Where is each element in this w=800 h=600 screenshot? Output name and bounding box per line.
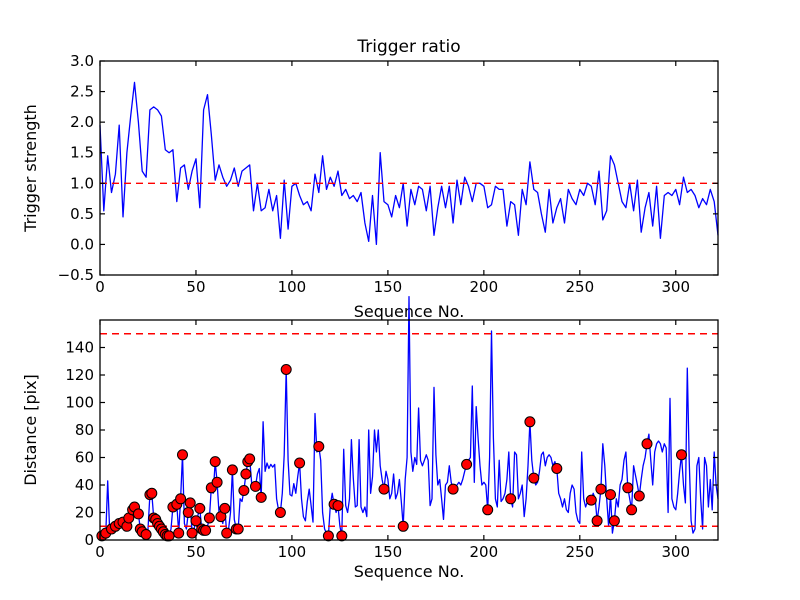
y-tick-label: 1.5 xyxy=(70,144,94,162)
distance-scatter-point xyxy=(626,504,638,516)
distance-scatter-point xyxy=(238,485,250,496)
trigger-strength-line xyxy=(99,81,719,246)
y-tick-label: 60 xyxy=(75,449,94,467)
distance-scatter-point xyxy=(182,507,194,518)
y-tick-label: 20 xyxy=(75,504,94,522)
distance-scatter-point xyxy=(244,453,256,465)
x-tick-label: 250 xyxy=(565,543,594,561)
x-tick-label: 0 xyxy=(95,543,105,561)
distance-scatter-point xyxy=(322,530,334,542)
y-tick-label: 3.0 xyxy=(70,52,94,70)
distance-scatter-point xyxy=(528,472,540,484)
y-tick-label: 140 xyxy=(65,339,94,357)
x-tick-label: 50 xyxy=(186,278,205,296)
plot-title: Trigger ratio xyxy=(356,37,460,57)
distance-scatter-point xyxy=(294,457,306,469)
x-tick-label: 200 xyxy=(470,278,499,296)
x-tick-label: 0 xyxy=(95,278,105,296)
distance-scatter-point xyxy=(250,480,261,492)
distance-scatter-point xyxy=(186,527,198,539)
distance-scatter-point xyxy=(595,483,607,495)
distance-scatter-point xyxy=(184,497,196,509)
distance-scatter-point xyxy=(203,512,215,524)
distance-scatter-point xyxy=(482,504,494,516)
distance-scatter-point xyxy=(219,502,231,514)
distance-scatter-point xyxy=(676,449,687,461)
distance-scatter-point xyxy=(255,491,267,503)
distance-scatter-point xyxy=(140,529,152,540)
distance-scatter-point xyxy=(641,438,653,450)
x-tick-label: 200 xyxy=(470,543,499,561)
y-tick-label: 1.0 xyxy=(70,174,94,192)
distance-scatter-point xyxy=(332,500,344,512)
distance-scatter-point xyxy=(211,476,223,488)
x-tick-label: 50 xyxy=(186,543,205,561)
distance-scatter-point xyxy=(190,515,202,527)
distance-scatter-point xyxy=(132,508,144,520)
distance-scatter-point xyxy=(524,416,536,428)
distance-scatter-point xyxy=(313,441,325,452)
distance-scatter-point xyxy=(209,456,221,468)
y-tick-label: 2.5 xyxy=(70,83,94,101)
distance-scatter-point xyxy=(505,493,517,505)
distance-axes: 0 50 100 150 200 250 300 0 20 40 60 80 100 120 140 xyxy=(65,295,719,561)
y-tick-label: 100 xyxy=(65,394,94,412)
bottom-xaxis-label: Sequence No. xyxy=(354,562,465,581)
distance-scatter-point xyxy=(397,520,409,532)
distance-scatter-point xyxy=(274,507,286,518)
axes-frame xyxy=(99,60,719,276)
distance-scatter-point xyxy=(173,527,185,539)
distance-scatter-point xyxy=(591,515,603,527)
distance-scatter-point xyxy=(608,515,620,527)
distance-scatter-point xyxy=(175,493,187,505)
distance-scatter-point xyxy=(447,483,459,495)
y-tick-label: −0.5 xyxy=(58,266,94,284)
distance-scatter-point xyxy=(633,490,645,502)
trigger-strength-axes: 0 50 100 150 200 250 300 −0.5 0.0 0.5 1.0 1.5 2.0 2.5… xyxy=(58,52,719,296)
distance-scatter-point xyxy=(240,468,252,480)
distance-scatter-point xyxy=(221,527,233,539)
x-tick-label: 300 xyxy=(661,278,690,296)
y-tick-label: 80 xyxy=(75,421,94,439)
distance-scatter-point xyxy=(146,487,158,499)
distance-scatter-point xyxy=(226,464,238,476)
distance-scatter-point xyxy=(551,463,563,474)
distance-scatter-point xyxy=(194,502,206,514)
distance-scatter-point xyxy=(232,523,244,535)
y-tick-label: 0 xyxy=(84,531,94,549)
distance-scatter-point xyxy=(280,364,292,375)
y-tick-label: 0.5 xyxy=(70,205,94,223)
x-tick-label: 100 xyxy=(278,278,307,296)
x-tick-label: 250 xyxy=(565,278,594,296)
distance-scatter-point xyxy=(336,530,348,542)
y-tick-label: 120 xyxy=(65,366,94,384)
distance-scatter-point xyxy=(605,489,616,501)
x-tick-label: 100 xyxy=(278,543,307,561)
distance-scatter-point xyxy=(585,494,597,506)
distance-scatter-point xyxy=(378,483,390,495)
x-tick-label: 150 xyxy=(374,278,403,296)
top-yaxis-label: Trigger strength xyxy=(21,104,40,233)
y-tick-label: 2.0 xyxy=(70,113,94,131)
y-tick-label: 0.0 xyxy=(70,235,94,253)
distance-scatter-point xyxy=(461,458,473,470)
distance-scatter-point xyxy=(200,524,212,536)
distance-scatter-point xyxy=(177,449,188,461)
x-tick-label: 300 xyxy=(661,543,690,561)
x-tick-label: 150 xyxy=(374,543,403,561)
bottom-yaxis-label: Distance [pix] xyxy=(21,374,40,486)
y-tick-label: 40 xyxy=(75,476,94,494)
distance-scatter-point xyxy=(622,482,634,494)
